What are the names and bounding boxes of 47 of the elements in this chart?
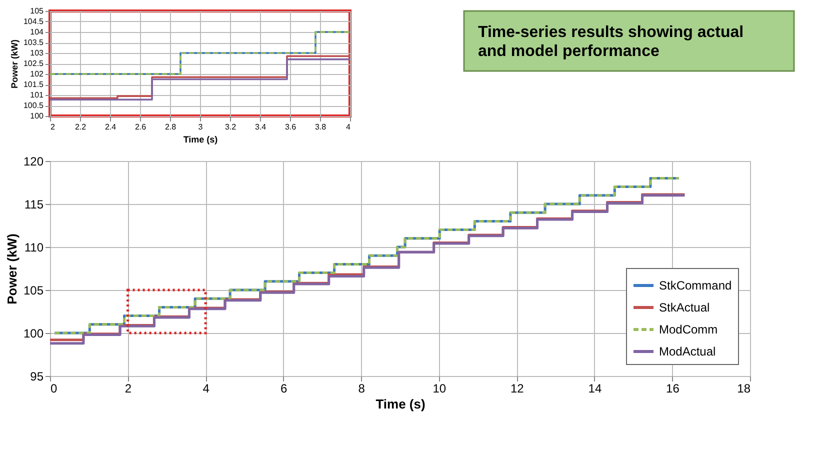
x-tick-label: 3.4 — [254, 122, 267, 132]
x-tick-label: 10 — [432, 382, 446, 396]
x-tick-label: 3.2 — [224, 122, 237, 132]
y-tick-label: 115 — [24, 198, 44, 212]
y-tick-label: 100.5 — [23, 101, 44, 110]
x-tick-label: 4 — [202, 382, 210, 396]
x-tick-label: 2.4 — [104, 122, 117, 132]
y-tick-label: 120 — [23, 154, 44, 168]
y-axis-title: Power (kW) — [4, 234, 20, 304]
chart-title: Time-series results showing actual and model performance — [478, 24, 744, 60]
x-tick-label: 2 — [50, 122, 56, 132]
y-tick-label: 110 — [24, 240, 44, 254]
legend-label: ModActual — [659, 344, 716, 358]
y-tick-label: 104.5 — [23, 17, 44, 26]
y-tick-label: 102.5 — [23, 59, 44, 68]
y-tick-label: 101 — [30, 90, 44, 100]
y-tick-label: 100 — [30, 112, 44, 120]
x-tick-label: 0 — [50, 382, 58, 396]
y-tick-label: 104 — [30, 28, 44, 36]
x-tick-label: 16 — [666, 382, 680, 396]
legend-label: StkCommand — [659, 278, 732, 292]
x-axis-title: Time (s) — [376, 396, 426, 412]
x-tick-label: 2.2 — [74, 122, 87, 132]
x-tick-label: 12 — [510, 382, 524, 396]
y-tick-label: 101.5 — [23, 80, 44, 89]
y-tick-label: 95 — [30, 370, 44, 384]
x-tick-label: 14 — [588, 382, 602, 396]
x-tick-label: 18 — [737, 382, 751, 396]
x-tick-label: 2.8 — [164, 122, 177, 132]
y-tick-label: 103.5 — [23, 38, 44, 47]
x-tick-label: 8 — [358, 382, 366, 396]
y-tick-label: 105 — [30, 6, 44, 16]
y-axis-title: Power (kW) — [9, 39, 20, 89]
legend-label: ModComm — [659, 322, 718, 336]
y-tick-label: 102 — [30, 70, 44, 78]
x-tick-label: 3 — [198, 122, 204, 132]
x-tick-label: 3.6 — [284, 122, 297, 132]
x-tick-label: 4 — [346, 122, 352, 132]
x-tick-label: 2 — [124, 382, 132, 396]
x-tick-label: 2.6 — [134, 122, 147, 132]
y-tick-label: 100 — [23, 326, 44, 340]
x-axis-title: Time (s) — [183, 134, 218, 144]
x-tick-label: 3.8 — [314, 122, 327, 132]
legend-label: StkActual — [659, 300, 710, 314]
x-tick-label: 6 — [280, 382, 288, 396]
y-tick-label: 105 — [23, 284, 44, 298]
y-tick-label: 103 — [30, 48, 44, 58]
